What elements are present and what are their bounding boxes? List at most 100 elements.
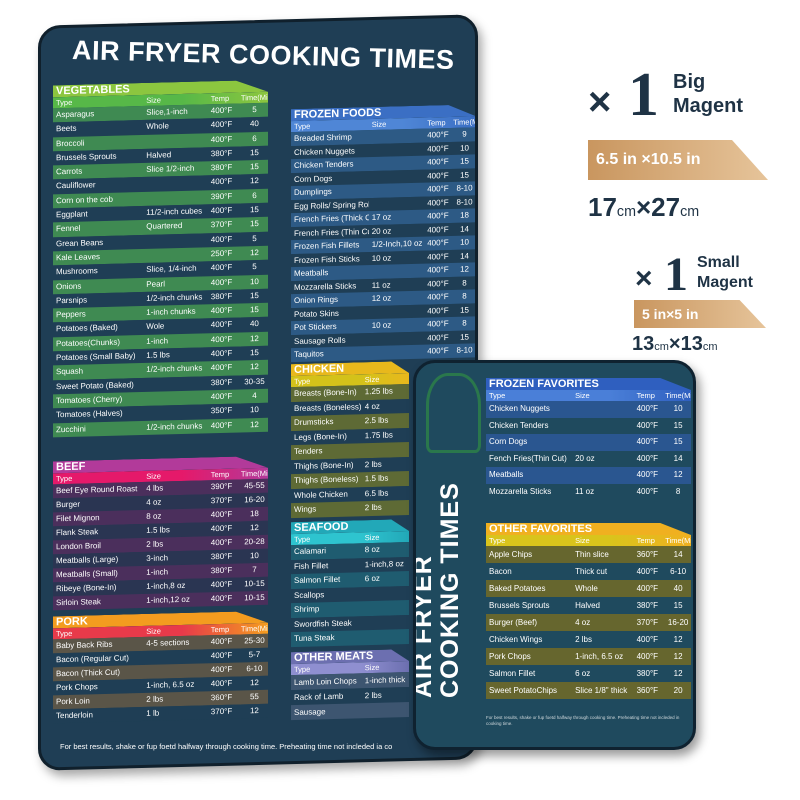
table-cell: 1 lb <box>146 708 160 718</box>
table-cell: 400°F <box>427 130 449 140</box>
table-cell: Tuna Steak <box>294 632 335 644</box>
table-cell: 8 oz <box>364 544 380 555</box>
table-cell: 55 <box>249 691 259 702</box>
table-cell: 15 <box>249 290 259 301</box>
small-count: 1 <box>664 248 688 301</box>
table-cell: 390°F <box>210 191 233 202</box>
table-cell: 400°F <box>427 292 449 302</box>
column-headers: Type Size Temp Time(Mins) <box>486 535 691 546</box>
table-cell: Meatballs <box>489 470 524 479</box>
big-label-line1: Big <box>673 71 706 93</box>
table-cell: Brussels Sprouts <box>489 601 550 610</box>
table-cell: 380°F <box>210 551 233 562</box>
table-cell: 15 <box>673 437 683 446</box>
table-cell: 15 <box>460 156 469 166</box>
table-cell: Thin slice <box>575 550 609 559</box>
table-cell: 10 <box>673 404 683 413</box>
table-row: Corn Dogs 400°F 15 <box>486 434 691 451</box>
table-cell: 15 <box>249 348 259 358</box>
table-cell: Bacon <box>489 567 512 576</box>
table-cell: 4 <box>252 390 257 401</box>
table-cell: 10 <box>460 142 469 153</box>
table-row: Meatballs 400°F 12 <box>486 467 691 484</box>
table-cell: 400°F <box>210 363 233 373</box>
table-cell: 380°F <box>210 162 233 173</box>
title-line-1: AIR FRYER <box>413 555 437 698</box>
big-magnet: VEGETABLES Type Size Temp Time(Mins) Asparagu… <box>38 14 478 771</box>
table-cell: 8 <box>675 486 681 496</box>
table-cell: 400°F <box>636 652 659 661</box>
table-cell: 9 <box>462 129 467 139</box>
table-cell: 15 <box>460 331 469 342</box>
unit: cm <box>702 341 718 353</box>
table-cell: 400°F <box>210 579 233 590</box>
table-cell: 10-15 <box>244 578 265 589</box>
small-magnet-note: For best results, shake or fup foetd hal… <box>486 715 680 726</box>
table-cell: 25-30 <box>244 635 265 646</box>
table-row: Mozzarella Sticks 11 oz 400°F 8 <box>486 483 691 500</box>
table-cell: 400°F <box>636 437 659 446</box>
table-cell: 1-inch,12 oz <box>146 594 190 605</box>
table-cell: 40 <box>249 319 259 329</box>
table-cell: Corn Dogs <box>489 437 528 446</box>
table-cell: 6-10 <box>670 567 687 576</box>
table-cell: 400°F <box>427 197 449 208</box>
table-cell: 6 oz <box>364 573 380 584</box>
table-cell: 12 <box>460 264 469 274</box>
column-header: Time(Mins) <box>240 92 268 103</box>
table-row: Chicken Nuggets 400°F 10 <box>486 401 691 418</box>
table-cell: 15 <box>460 169 469 180</box>
table-cell: 380°F <box>636 601 659 610</box>
table-cell: 12 <box>249 247 259 258</box>
table-cell: 10 <box>249 550 259 561</box>
big-label-line2: Magent <box>673 95 743 117</box>
section-header: OTHER FAVORITES <box>486 523 691 535</box>
table-cell: 12 <box>673 669 683 678</box>
table-cell: Sirloin Steak <box>56 597 101 608</box>
table-cell: 6 oz <box>575 669 591 678</box>
table-cell: 8-10 <box>456 183 473 193</box>
table-cell: 400°F <box>636 635 659 644</box>
small-multiplier: × <box>635 262 653 295</box>
broccoli-icon <box>426 373 481 453</box>
table-cell: 370°F <box>210 706 233 717</box>
table-cell: 18 <box>460 210 469 220</box>
table-cell: 400°F <box>210 134 233 144</box>
table-cell: 360°F <box>210 692 233 703</box>
table-cell: 400°F <box>210 509 233 520</box>
small-label-line1: Small <box>697 254 740 271</box>
unit: cm <box>654 341 669 353</box>
section-chicken: CHICKEN Type Size Breasts (Bone-In) 1.25 lbs… <box>291 361 409 518</box>
table-cell: 11 oz <box>575 486 595 496</box>
column-header: Temp <box>636 391 655 400</box>
table-cell: 380°F <box>210 291 233 302</box>
title-line-2: COOKING TIMES <box>436 482 464 698</box>
table-cell: 15 <box>249 305 259 315</box>
small-cm-size: 13cm×13cm <box>632 333 718 359</box>
table-cell: 360°F <box>636 550 659 559</box>
table-cell: 15 <box>249 205 259 215</box>
times: × <box>668 333 681 355</box>
column-header: Temp <box>636 536 655 545</box>
table-cell: 390°F <box>210 481 233 492</box>
table-cell: 2 lbs <box>364 459 382 469</box>
table-cell: 400°F <box>210 105 233 116</box>
table-row: Burger (Beef) 4 oz 370°F 16-20 <box>486 614 691 631</box>
table-cell: 45-55 <box>244 480 265 491</box>
table-cell: Slice 1/8" thick <box>575 686 628 695</box>
column-header: Type <box>489 391 506 400</box>
table-cell: 6 <box>252 190 257 200</box>
small-inch-size: 5 in×5 in <box>634 300 766 328</box>
table-cell: 400°F <box>427 224 449 235</box>
table-row: Brussels Sprouts Halved 380°F 15 <box>486 597 691 614</box>
table-cell: 400°F <box>210 537 233 548</box>
table-cell: 15 <box>460 304 469 315</box>
table-cell: 12 <box>249 677 259 688</box>
column-header: Temp <box>427 118 446 128</box>
column-header: Time(Mins) <box>240 468 268 479</box>
table-cell <box>362 629 409 645</box>
column-headers: Type Size Temp Time(Mins) <box>486 390 691 401</box>
table-cell: 400°F <box>210 305 233 316</box>
table-cell: 400°F <box>210 234 233 244</box>
table-cell: 14 <box>673 453 683 463</box>
